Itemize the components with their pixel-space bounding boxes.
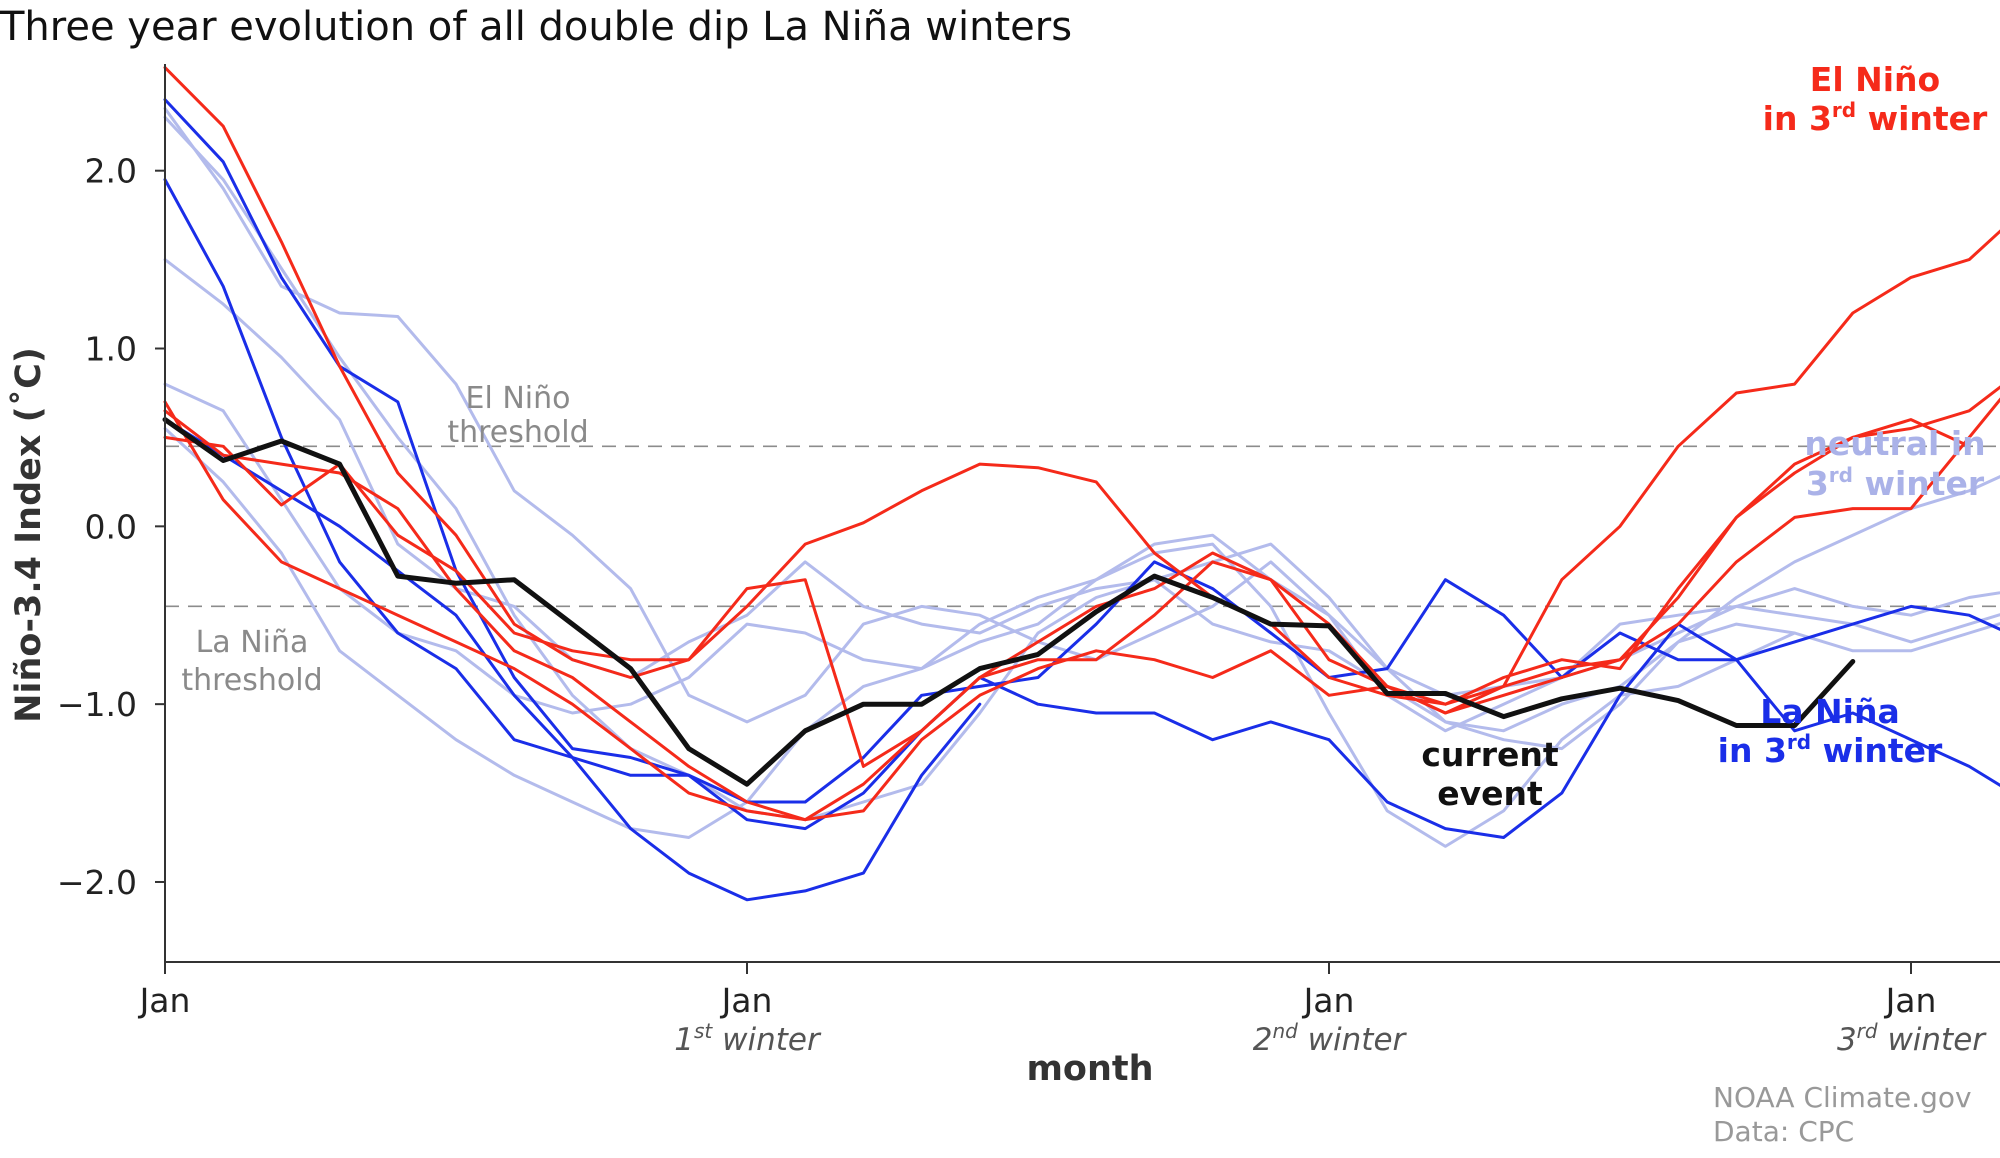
credit-source: NOAA Climate.gov <box>1713 1081 1972 1114</box>
y-axis-ticks: 2.0 1.0 0.0 −1.0 −2.0 <box>57 152 165 902</box>
winter-label: 3rd winter <box>1837 1019 1987 1058</box>
el-nino-threshold-label: threshold <box>447 415 588 450</box>
y-tick-label: −2.0 <box>57 863 137 902</box>
y-tick-label: 1.0 <box>85 330 137 369</box>
series-line-la-nina-1 <box>163 98 2000 804</box>
y-tick-label: 2.0 <box>85 152 137 191</box>
la-nina-label: La Niña <box>1760 692 1899 731</box>
y-tick-label: −1.0 <box>57 685 137 724</box>
el-nino-label: in 3rd winter <box>1763 98 1988 138</box>
series-line-el-nino-2 <box>163 385 2000 822</box>
la-nina-threshold-label: La Niña <box>196 625 309 660</box>
series-line-la-nina-2 <box>163 178 2000 839</box>
la-nina-threshold-label: threshold <box>181 663 322 698</box>
el-nino-label: El Niño <box>1810 60 1940 99</box>
current-label: event <box>1437 774 1543 813</box>
series-line-neutral-1 <box>163 115 2000 822</box>
chart-title: Three year evolution of all double dip L… <box>0 4 1072 50</box>
credit-data: Data: CPC <box>1713 1115 1854 1148</box>
neutral-label: neutral in <box>1804 424 1985 463</box>
x-tick-label: Jan <box>1302 981 1355 1020</box>
x-tick-label: Jan <box>720 981 773 1020</box>
series-line-current-event <box>162 417 1856 787</box>
x-tick-label: Jan <box>138 981 191 1020</box>
y-axis-title: Niño-3.4 Index (˚C) <box>8 347 49 723</box>
y-tick-label: 0.0 <box>85 507 137 546</box>
series-lines <box>162 66 2000 902</box>
series-line-neutral-2 <box>163 258 2000 733</box>
x-axis-title: month <box>1026 1049 1153 1089</box>
series-line-neutral-4 <box>163 107 2000 733</box>
el-nino-threshold-label: El Niño <box>466 381 571 416</box>
series-line-neutral-5 <box>163 427 1797 848</box>
series-line-la-nina-3 <box>163 418 982 902</box>
neutral-label: 3rd winter <box>1806 463 1985 503</box>
current-label: current <box>1421 735 1558 774</box>
winter-label: 1st winter <box>674 1019 822 1058</box>
winter-label: 2nd winter <box>1253 1019 1408 1058</box>
x-tick-label: Jan <box>1884 981 1937 1020</box>
la-nina-label: in 3rd winter <box>1718 730 1943 770</box>
series-line-el-nino-4 <box>163 409 1971 822</box>
axes <box>164 64 2000 963</box>
series-line-el-nino-3 <box>163 397 2000 768</box>
